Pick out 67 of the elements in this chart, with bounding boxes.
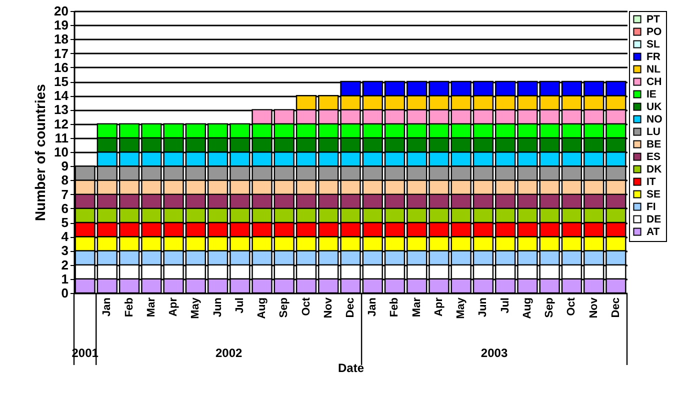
legend-label: DK [646,163,662,176]
x-tick-label: Dec [610,298,622,318]
x-tick-label: Jul [234,298,246,314]
x-tick-label: Feb [388,297,401,318]
y-tick-label: 5 [61,215,68,230]
legend-label: LU [646,126,660,138]
x-tick-label: Jun [477,297,490,318]
legend-label: SE [646,188,661,200]
y-tick-label: 0 [61,286,68,300]
y-tick-label: 19 [54,18,68,33]
legend-label: PO [646,26,662,38]
y-tick-label: 9 [61,158,68,174]
x-tick-label: Sep [278,297,290,318]
text: 2002 [215,346,243,360]
legend-label: NO [646,113,662,126]
legend-label: IT [646,176,656,188]
y-tick-label: 12 [54,116,68,132]
legend-label: SL [646,38,661,50]
x-tick-label: Feb [123,297,136,318]
legend-label: FR [646,50,661,63]
legend-label: CH [646,76,662,88]
legend-label: NL [646,63,662,76]
legend-label: BE [646,138,662,150]
y-tick-label: 4 [61,229,70,244]
y-tick-label: 1 [61,271,68,286]
y-tick-label: 7 [61,186,68,202]
y-tick-label: 10 [54,144,68,160]
y-tick-label: 20 [54,4,68,18]
x-tick-label: Mar [410,296,423,318]
x-tick-label: Jun [212,297,224,318]
y-tick-label: 8 [61,172,68,188]
legend-label: AT [646,226,660,238]
y-tick-label: 3 [61,243,68,258]
legend-label: IE [646,88,656,100]
x-axis-title: Date [338,360,364,375]
x-tick-label: Nov [322,296,334,318]
x-tick-label: Aug [256,298,268,319]
legend-label: FI [646,200,656,213]
x-tick-label: Jan [101,297,114,316]
x-tick-label: Apr [432,296,445,316]
legend-label: ES [646,150,661,163]
x-tick-label: Dec [344,298,356,318]
x-tick-label: Mar [145,296,158,318]
y-tick-label: 16 [54,60,68,75]
legend-label: UK [646,100,662,113]
x-tick-label: Jan [366,297,379,316]
x-tick-label: May [190,296,202,319]
y-axis-title: Number of countries [32,84,48,221]
y-tick-label: 13 [54,102,68,118]
x-tick-label: Oct [566,297,578,316]
x-tick-label: Jul [499,298,512,314]
x-tick-label: Nov [588,296,600,318]
y-tick-label: 6 [61,200,68,216]
x-tick-label: Oct [300,297,312,316]
y-tick-label: 14 [54,88,70,104]
x-tick-label: May [455,296,468,319]
text: 2003 [480,346,508,360]
legend-label: PT [646,13,661,26]
y-tick-label: 15 [54,74,68,89]
y-tick-label: 11 [54,130,68,146]
y-tick-label: 2 [61,257,68,272]
x-tick-label: Aug [521,298,534,319]
x-tick-label: Sep [544,297,556,318]
x-tick-label: Apr [168,296,180,316]
y-tick-label: 18 [54,32,68,47]
y-tick-label: 17 [54,46,68,61]
legend-label: DE [646,213,662,226]
